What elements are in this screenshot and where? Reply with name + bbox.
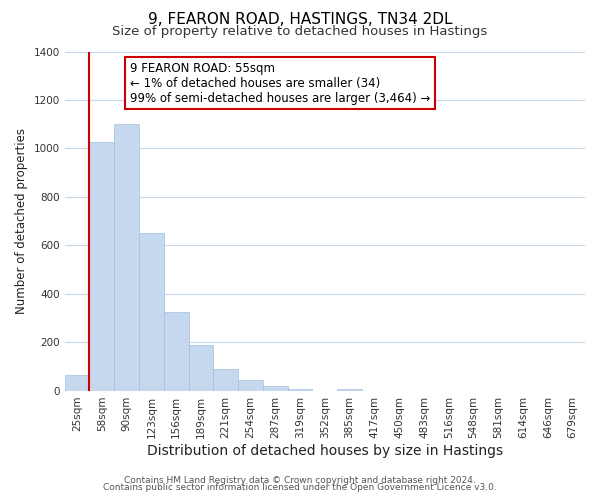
Text: 9 FEARON ROAD: 55sqm
← 1% of detached houses are smaller (34)
99% of semi-detach: 9 FEARON ROAD: 55sqm ← 1% of detached ho… xyxy=(130,62,430,104)
Text: Contains public sector information licensed under the Open Government Licence v3: Contains public sector information licen… xyxy=(103,484,497,492)
Bar xyxy=(188,345,214,391)
Text: 9, FEARON ROAD, HASTINGS, TN34 2DL: 9, FEARON ROAD, HASTINGS, TN34 2DL xyxy=(148,12,452,28)
Bar xyxy=(139,234,164,391)
X-axis label: Distribution of detached houses by size in Hastings: Distribution of detached houses by size … xyxy=(147,444,503,458)
Bar xyxy=(238,380,263,391)
Text: Size of property relative to detached houses in Hastings: Size of property relative to detached ho… xyxy=(112,25,488,38)
Bar xyxy=(65,375,89,391)
Bar xyxy=(337,388,362,391)
Bar xyxy=(114,124,139,391)
Y-axis label: Number of detached properties: Number of detached properties xyxy=(15,128,28,314)
Bar xyxy=(89,142,114,391)
Bar xyxy=(164,312,188,391)
Bar xyxy=(263,386,287,391)
Text: Contains HM Land Registry data © Crown copyright and database right 2024.: Contains HM Land Registry data © Crown c… xyxy=(124,476,476,485)
Bar xyxy=(214,369,238,391)
Bar xyxy=(287,388,313,391)
